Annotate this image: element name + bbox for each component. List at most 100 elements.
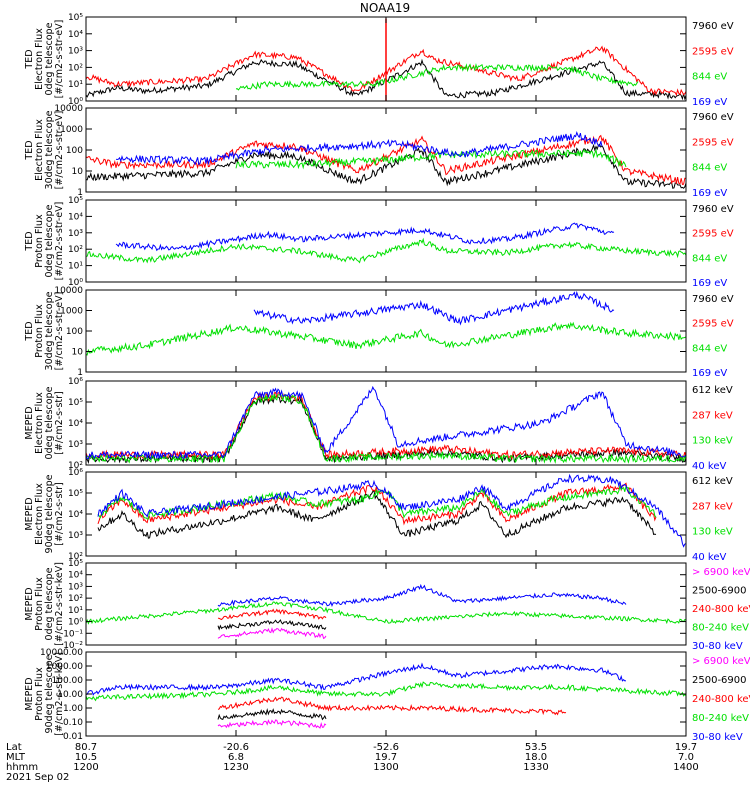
- y-tick-label: 10¹: [68, 262, 83, 272]
- legend-entry: 169 eV: [692, 97, 727, 108]
- y-axis-label-line: 0deg telescope: [44, 22, 55, 95]
- x-row-label-hhmm: hhmm: [6, 762, 38, 773]
- x-tick-label-hhmm: 1230: [223, 762, 248, 773]
- legend-entry: 7960 eV: [692, 294, 734, 305]
- legend-entry: 169 eV: [692, 368, 727, 379]
- y-axis-label-line: MEPED: [24, 406, 35, 439]
- y-axis-label-line: [#/cm2-s-str]: [54, 482, 65, 545]
- y-tick-label: 10⁰: [68, 97, 83, 107]
- legend-entry: 169 eV: [692, 278, 727, 289]
- legend-entry: 30-80 keV: [692, 732, 743, 743]
- y-axis-label-line: [#/cm2-s-str]: [54, 391, 65, 454]
- y-tick-label: 10⁵: [68, 398, 83, 408]
- legend-entry: 80-240 keV: [692, 713, 749, 724]
- y-axis-label-line: Electron Flux: [34, 119, 45, 181]
- legend-entry: 7960 eV: [692, 112, 734, 123]
- legend-entry: 844 eV: [692, 163, 727, 174]
- legend-entry: > 6900 keV: [692, 567, 750, 578]
- x-row-label-mlt: MLT: [6, 752, 26, 763]
- series-line-30-80-kev: [86, 662, 627, 696]
- x-tick-label-lat: 53.5: [525, 742, 547, 753]
- y-tick-label: 10000.00: [40, 648, 83, 658]
- y-tick-label: 10: [72, 167, 84, 177]
- series-line-169-ev: [115, 130, 603, 166]
- y-axis-label-line: [#/cm2-s-str-keV]: [54, 562, 65, 646]
- y-axis-label-line: Electron Flux: [34, 483, 45, 545]
- y-tick-label: 10¹: [68, 606, 83, 616]
- legend-entry: 2595 eV: [692, 319, 734, 330]
- y-tick-label: 10⁰: [68, 618, 83, 628]
- legend-entry: 844 eV: [692, 72, 727, 83]
- y-axis-label: TEDElectron Flux30deg telescope[#/cm2-s-…: [24, 110, 65, 189]
- legend-entry: 2500-6900: [692, 675, 747, 686]
- date-label: 2021 Sep 02: [6, 772, 69, 783]
- y-tick-label: 10000: [54, 286, 83, 296]
- x-tick-label-mlt: 18.0: [525, 752, 547, 763]
- series-line-40-kev: [85, 385, 687, 460]
- x-tick-label-hhmm: 1200: [73, 762, 98, 773]
- y-tick-label: 10⁶: [68, 468, 83, 478]
- y-tick-label: 10⁵: [68, 559, 83, 569]
- x-row-label-lat: Lat: [6, 742, 22, 753]
- series-line-30-80-kev: [217, 583, 627, 607]
- series-line-844-ev: [235, 148, 627, 170]
- y-tick-label: 10⁴: [68, 571, 83, 581]
- y-tick-label: 10⁵: [68, 489, 83, 499]
- panel-frame: [85, 199, 687, 283]
- legend-entry: 130 keV: [692, 436, 733, 447]
- series-line-169-ev: [115, 222, 615, 252]
- y-axis-label-line: [#/cm2-s-str-eV]: [54, 292, 65, 371]
- y-tick-label: 10⁰: [68, 278, 83, 288]
- legend-entry: 7960 eV: [692, 21, 734, 32]
- y-tick-label: 1000: [60, 125, 83, 135]
- legend-entry: 287 keV: [692, 410, 733, 421]
- y-axis-label: MEPEDElectron Flux0deg telescope[#/cm2-s…: [24, 386, 65, 459]
- legend-entry: 844 eV: [692, 253, 727, 264]
- y-tick-label: 10¹: [68, 80, 83, 90]
- y-tick-label: 0.01: [63, 732, 83, 742]
- y-tick-label: 10⁻¹: [63, 629, 83, 639]
- series-line-240-800-kev: [217, 696, 567, 716]
- y-axis-label: MEPEDProton Flux90deg telescope[#/cm2-s-…: [24, 652, 65, 736]
- series-line-240-800-kev: [217, 608, 327, 621]
- legend-entry: 240-800 keV: [692, 604, 750, 615]
- legend-entry: 240-800 keV: [692, 694, 750, 705]
- legend-entry: 40 keV: [692, 552, 726, 563]
- x-tick-label-hhmm: 1400: [673, 762, 698, 773]
- legend-entry: 30-80 keV: [692, 641, 743, 652]
- y-axis-label-line: TED: [24, 231, 35, 251]
- y-tick-label: 1000.00: [46, 662, 83, 672]
- series-line-844-ev: [235, 62, 639, 91]
- y-axis-label: TEDElectron Flux0deg telescope[#/cm2-s-s…: [24, 20, 65, 99]
- y-tick-label: 10⁵: [68, 196, 83, 206]
- y-axis-label-line: TED: [24, 321, 35, 341]
- y-axis-label: TEDProton Flux0deg telescope[#/cm2-s-str…: [24, 202, 65, 281]
- legend-entry: 169 eV: [692, 188, 727, 199]
- y-tick-label: 1000: [60, 307, 83, 317]
- legend-entry: 2595 eV: [692, 46, 734, 57]
- figure-title: NOAA19: [360, 1, 410, 15]
- y-tick-label: 10000: [54, 104, 83, 114]
- series-line-844-ev: [85, 237, 687, 264]
- series-line-287-kev: [85, 391, 687, 461]
- x-tick-label-hhmm: 1300: [373, 762, 398, 773]
- y-axis-label: MEPEDProton Flux0deg telescope[#/cm2-s-s…: [24, 562, 65, 646]
- legend-entry: 612 keV: [692, 476, 733, 487]
- series-line--6900-kev: [217, 627, 327, 640]
- y-axis-label-line: 0deg telescope: [44, 567, 55, 640]
- x-tick-label-hhmm: 1330: [523, 762, 548, 773]
- x-tick-label-mlt: 6.8: [228, 752, 244, 763]
- y-tick-label: 10²: [68, 594, 83, 604]
- panel-frame: [85, 651, 687, 737]
- y-tick-label: 10⁶: [68, 377, 83, 387]
- y-axis-label-line: Electron Flux: [34, 392, 45, 454]
- legend-entry: 7960 eV: [692, 204, 734, 215]
- series-line--6900-kev: [217, 719, 327, 729]
- y-axis-label-line: 30deg telescope: [44, 110, 55, 189]
- y-axis-label-line: MEPED: [24, 587, 35, 620]
